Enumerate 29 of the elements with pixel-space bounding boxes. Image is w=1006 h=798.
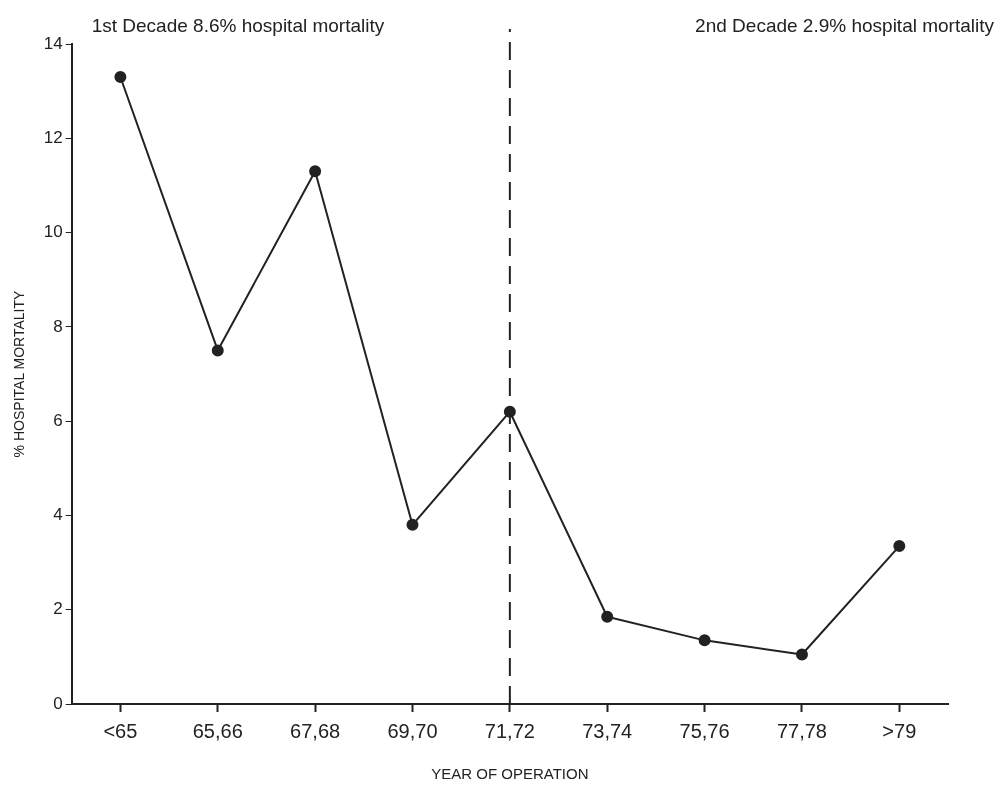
y-tick-label: 2 [53,599,63,619]
y-axis-title: % HOSPITAL MORTALITY [11,289,28,458]
x-tick-label: 65,66 [192,719,243,742]
point [893,540,906,553]
y-tick-label: 12 [43,127,63,147]
x-tick-label: 73,74 [582,719,633,742]
point [601,610,614,623]
y-tick-label: 4 [53,505,63,525]
x-tick-label: 71,72 [484,719,535,742]
point [698,634,711,647]
x-tick-label: 75,76 [679,719,730,742]
x-tick-label: 67,68 [290,719,341,742]
point [114,71,127,83]
y-tick-label: 10 [43,222,63,242]
text: 2nd Decade 2.9% hospital mortality [695,15,995,36]
point [795,648,808,661]
x-axis-title: YEAR OF OPERATION [431,765,589,783]
y-tick-label: 8 [53,316,63,336]
point [309,165,322,178]
x-tick-label: >79 [882,719,917,742]
text: 1st Decade 8.6% hospital mortality [91,15,385,36]
x-tick-label: <65 [103,719,138,742]
x-tick-label: 77,78 [776,719,827,742]
y-tick-label: 0 [53,693,63,713]
x-tick-label: 69,70 [387,719,438,742]
point [211,344,224,357]
y-tick-label: 14 [43,33,63,53]
point [406,518,419,531]
y-tick-label: 6 [53,410,63,430]
